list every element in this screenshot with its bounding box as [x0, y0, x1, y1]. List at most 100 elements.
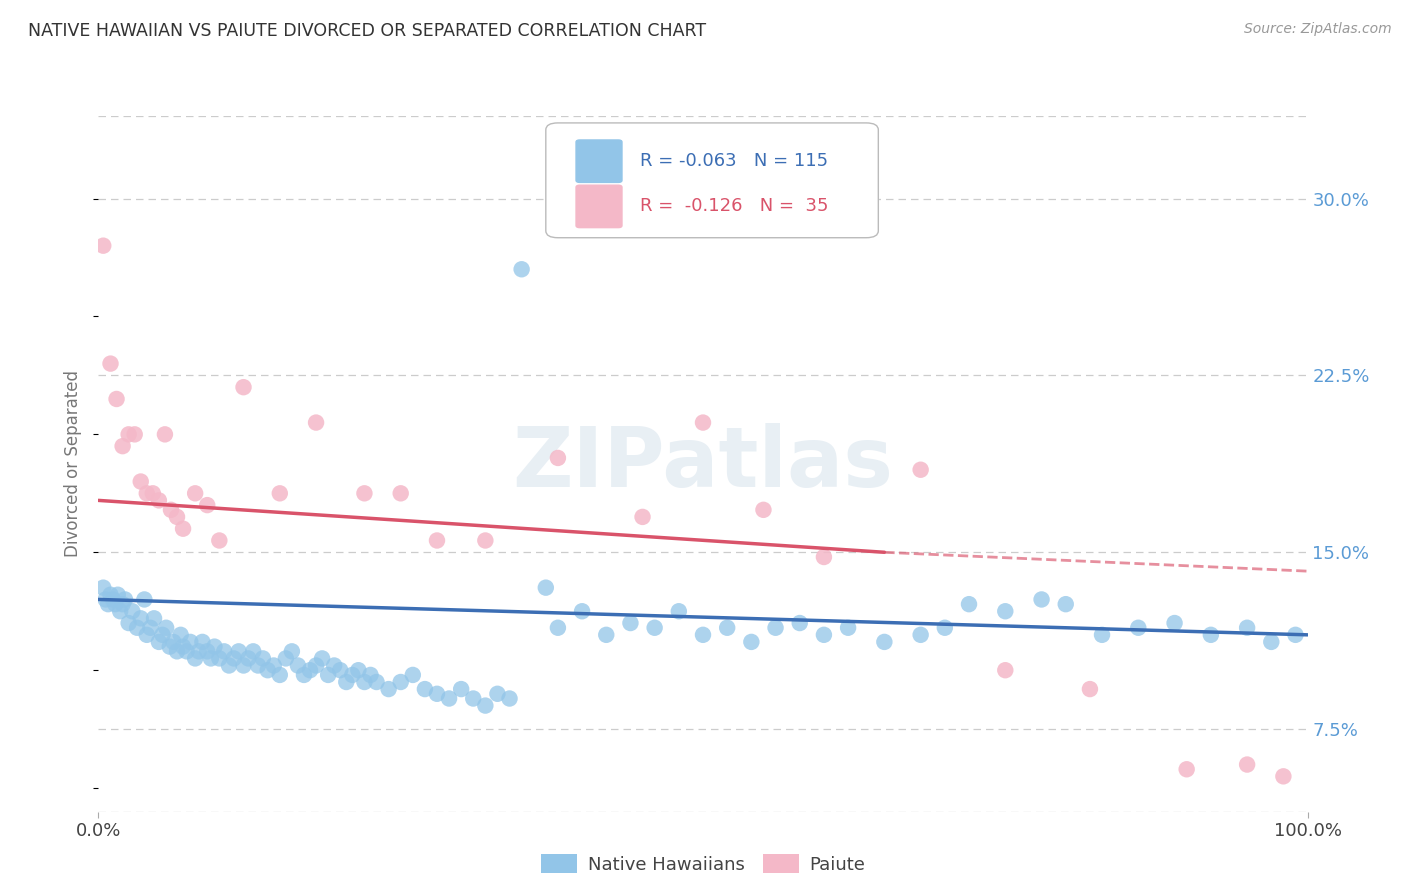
Point	[813, 549, 835, 564]
FancyBboxPatch shape	[576, 140, 621, 182]
Point	[252, 651, 274, 665]
Point	[323, 658, 346, 673]
Point	[426, 533, 449, 548]
FancyBboxPatch shape	[546, 123, 879, 238]
Point	[118, 427, 141, 442]
Point	[129, 611, 152, 625]
Point	[335, 675, 357, 690]
Point	[169, 628, 191, 642]
Point	[910, 628, 932, 642]
Y-axis label: Divorced or Separated: Divorced or Separated	[65, 370, 83, 558]
Point	[155, 621, 177, 635]
Point	[212, 644, 235, 658]
Point	[195, 498, 218, 512]
Point	[437, 691, 460, 706]
Point	[377, 682, 399, 697]
Point	[143, 611, 166, 625]
Point	[152, 628, 174, 642]
Point	[910, 463, 932, 477]
Point	[101, 592, 124, 607]
Point	[134, 592, 156, 607]
Point	[1175, 762, 1198, 776]
Text: ZIPatlas: ZIPatlas	[513, 424, 893, 504]
Point	[166, 644, 188, 658]
Point	[619, 615, 641, 630]
Point	[127, 621, 149, 635]
Point	[195, 644, 218, 658]
Point	[232, 380, 254, 394]
Point	[176, 644, 198, 658]
Point	[498, 691, 520, 706]
Point	[305, 658, 328, 673]
Point	[100, 357, 122, 371]
Point	[994, 604, 1017, 618]
Point	[765, 621, 787, 635]
Point	[873, 635, 896, 649]
Point	[1078, 682, 1101, 697]
Point	[571, 604, 593, 618]
FancyBboxPatch shape	[576, 186, 621, 227]
Point	[547, 621, 569, 635]
Point	[105, 392, 128, 406]
Point	[347, 663, 370, 677]
Point	[129, 475, 152, 489]
Point	[534, 581, 557, 595]
Point	[222, 651, 245, 665]
Point	[692, 628, 714, 642]
Point	[135, 486, 157, 500]
Point	[789, 615, 811, 630]
Point	[1236, 757, 1258, 772]
Text: R = -0.063   N = 115: R = -0.063 N = 115	[640, 153, 828, 170]
Point	[107, 588, 129, 602]
Point	[353, 675, 375, 690]
Point	[402, 668, 425, 682]
Point	[118, 615, 141, 630]
Point	[256, 663, 278, 677]
Point	[139, 621, 162, 635]
Point	[595, 628, 617, 642]
Point	[287, 658, 309, 673]
Point	[837, 621, 859, 635]
Point	[121, 604, 143, 618]
Point	[208, 651, 231, 665]
Point	[463, 691, 485, 706]
Point	[1236, 621, 1258, 635]
Point	[413, 682, 436, 697]
Point	[957, 597, 980, 611]
Point	[1260, 635, 1282, 649]
Point	[100, 588, 122, 602]
Point	[311, 651, 333, 665]
Point	[692, 416, 714, 430]
Point	[91, 238, 114, 252]
Point	[179, 635, 201, 649]
Point	[94, 592, 117, 607]
Point	[142, 486, 165, 500]
Point	[486, 687, 509, 701]
Point	[716, 621, 738, 635]
Point	[97, 597, 120, 611]
Point	[740, 635, 762, 649]
Point	[1199, 628, 1222, 642]
Text: NATIVE HAWAIIAN VS PAIUTE DIVORCED OR SEPARATED CORRELATION CHART: NATIVE HAWAIIAN VS PAIUTE DIVORCED OR SE…	[28, 22, 706, 40]
Point	[934, 621, 956, 635]
Point	[360, 668, 382, 682]
Point	[1272, 769, 1295, 783]
Point	[1091, 628, 1114, 642]
Point	[1054, 597, 1077, 611]
Point	[191, 635, 214, 649]
Point	[135, 628, 157, 642]
Point	[111, 597, 134, 611]
Point	[474, 698, 496, 713]
Point	[994, 663, 1017, 677]
Point	[184, 651, 207, 665]
Point	[389, 486, 412, 500]
Point	[114, 592, 136, 607]
Point	[91, 581, 114, 595]
Point	[204, 640, 226, 654]
Point	[148, 635, 170, 649]
Point	[1031, 592, 1053, 607]
Point	[813, 628, 835, 642]
Point	[292, 668, 315, 682]
Text: R =  -0.126   N =  35: R = -0.126 N = 35	[640, 197, 828, 215]
Point	[238, 651, 260, 665]
